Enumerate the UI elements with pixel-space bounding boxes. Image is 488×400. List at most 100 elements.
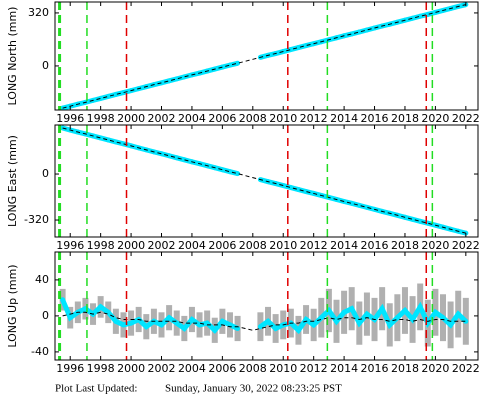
x-tick-label: 2008 <box>239 362 267 375</box>
data-point <box>265 318 271 324</box>
y-tick-label: 0 <box>42 167 49 180</box>
x-tick-label: 2016 <box>361 239 389 252</box>
data-point <box>166 78 172 84</box>
x-tick-label: 2004 <box>178 239 206 252</box>
data-point <box>280 183 286 189</box>
data-point <box>181 157 187 163</box>
data-point <box>303 317 309 322</box>
data-point <box>219 318 225 324</box>
data-point <box>349 306 355 312</box>
data-point <box>295 45 301 51</box>
data-point <box>341 309 347 315</box>
model-line <box>62 311 466 331</box>
data-point <box>257 324 263 330</box>
data-point <box>410 15 416 21</box>
data-point <box>174 155 180 161</box>
data-point <box>174 320 180 326</box>
data-point <box>273 326 279 331</box>
data-point <box>235 326 241 331</box>
data-point <box>364 311 370 317</box>
y-axis-label: LONG Up (mm) <box>6 264 19 347</box>
x-tick-label: 1998 <box>87 362 115 375</box>
data-point <box>113 139 119 145</box>
x-tick-label: 2008 <box>239 112 267 125</box>
data-point <box>235 171 241 177</box>
data-point <box>181 326 187 331</box>
x-tick-label: 1996 <box>56 239 84 252</box>
data-point <box>105 137 111 143</box>
model-line <box>62 4 466 109</box>
x-tick-label: 2012 <box>300 112 328 125</box>
x-tick-label: 2000 <box>117 239 145 252</box>
data-point <box>143 324 149 330</box>
plot-frame <box>54 124 479 238</box>
data-point <box>159 322 165 328</box>
data-point <box>128 320 134 326</box>
data-point <box>356 29 362 35</box>
x-tick-label: 2018 <box>391 239 419 252</box>
x-tick-label: 2020 <box>421 362 449 375</box>
x-tick-label: 2010 <box>269 112 297 125</box>
data-point <box>349 31 355 37</box>
x-tick-label: 2018 <box>391 112 419 125</box>
data-point <box>440 315 446 321</box>
data-point <box>166 315 172 321</box>
x-tick-label: 2006 <box>208 112 236 125</box>
data-point <box>120 322 126 328</box>
data-point <box>98 135 104 141</box>
data-point <box>303 43 309 49</box>
x-tick-label: 2016 <box>361 112 389 125</box>
x-tick-label: 1998 <box>87 239 115 252</box>
y-axis-label: LONG North (mm) <box>6 7 19 106</box>
x-tick-label: 2000 <box>117 362 145 375</box>
x-tick-label: 1996 <box>56 362 84 375</box>
data-point <box>120 90 126 96</box>
data-point <box>113 91 119 97</box>
data-point <box>379 306 385 312</box>
data-point <box>295 327 301 333</box>
data-point <box>333 318 339 324</box>
y-tick-label: -320 <box>24 213 49 226</box>
x-tick-label: 2008 <box>239 239 267 252</box>
data-point <box>303 189 309 195</box>
data-point <box>235 60 241 66</box>
y-tick-label: -40 <box>31 345 49 358</box>
x-tick-label: 2012 <box>300 239 328 252</box>
data-point <box>432 9 438 15</box>
data-point <box>219 167 225 173</box>
data-point <box>159 80 165 86</box>
x-tick-label: 2022 <box>452 362 480 375</box>
data-point <box>318 315 324 321</box>
data-point <box>227 169 233 175</box>
data-point <box>189 317 195 322</box>
x-tick-label: 1996 <box>56 112 84 125</box>
data-point <box>349 200 355 206</box>
data-point <box>227 62 233 68</box>
x-tick-label: 2010 <box>269 239 297 252</box>
data-point <box>166 153 172 159</box>
x-tick-label: 2014 <box>330 362 358 375</box>
data-point <box>204 320 210 326</box>
y-tick-label: 0 <box>42 309 49 322</box>
x-tick-label: 2014 <box>330 112 358 125</box>
data-point <box>417 304 423 310</box>
data-point <box>417 13 423 19</box>
x-tick-label: 2014 <box>330 239 358 252</box>
data-point <box>67 315 73 321</box>
data-point <box>463 318 469 324</box>
data-point <box>212 327 218 333</box>
data-point <box>364 27 370 33</box>
plot-frame <box>54 1 479 111</box>
x-tick-label: 2020 <box>421 112 449 125</box>
data-point <box>159 151 165 157</box>
data-point <box>417 218 423 224</box>
x-tick-label: 2010 <box>269 362 297 375</box>
data-point <box>455 311 461 317</box>
data-point <box>60 125 66 131</box>
x-tick-label: 2006 <box>208 239 236 252</box>
x-tick-label: 2022 <box>452 239 480 252</box>
x-tick-label: 2022 <box>452 112 480 125</box>
x-tick-label: 2016 <box>361 362 389 375</box>
data-point <box>432 309 438 315</box>
